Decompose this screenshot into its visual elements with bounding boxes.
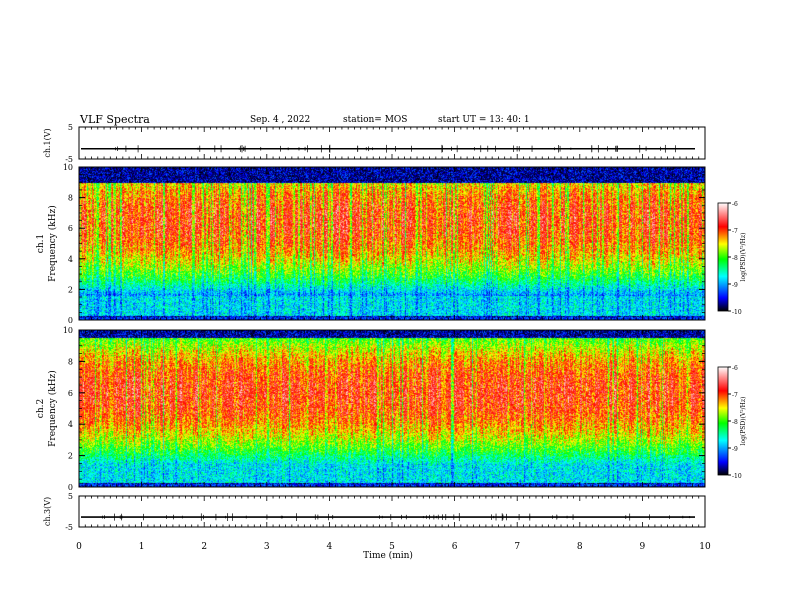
date-label: Sep. 4 , 2022: [250, 115, 311, 125]
colorbar-label-2: log(PSD)(V²/Hz): [740, 397, 747, 446]
y-tick-label: 10: [63, 163, 73, 172]
x-tick-label: 6: [452, 542, 458, 552]
y-axis-label-3: ch.3(V): [43, 497, 52, 526]
x-tick-label: 2: [201, 542, 207, 552]
y-tick-label: 6: [68, 224, 73, 233]
y-tick-label: 10: [63, 326, 73, 335]
spectrogram-image-2: [79, 330, 705, 487]
y-axis-label-1: Frequency (kHz): [47, 205, 58, 282]
colorbar-tick-label: -8: [732, 255, 738, 262]
y-tick-label: -5: [65, 523, 73, 532]
y-tick-label: 4: [68, 255, 73, 264]
start-ut-label: start UT = 13: 40: 1: [438, 115, 530, 125]
y-tick-label: 0: [68, 483, 73, 492]
x-tick-label: 8: [577, 542, 583, 552]
y-tick-label: 8: [68, 194, 73, 203]
colorbar-tick-label: -6: [732, 201, 738, 208]
y-tick-label: 2: [68, 285, 73, 294]
y-axis-label-0: ch.1(V): [43, 128, 52, 157]
x-tick-label: 3: [264, 542, 270, 552]
y-tick-label: 4: [68, 420, 73, 429]
y-tick-label: -5: [65, 155, 73, 164]
colorbar-tick-label: -7: [732, 392, 738, 399]
x-tick-label: 5: [389, 542, 395, 552]
y-tick-label: 2: [68, 452, 73, 461]
figure-title: VLF Spectra: [80, 113, 150, 126]
y-tick-label: 8: [68, 357, 73, 366]
x-tick-label: 10: [699, 542, 711, 552]
x-tick-label: 0: [76, 542, 82, 552]
colorbar-tick-label: -6: [732, 365, 738, 372]
y-tick-label: 5: [68, 492, 73, 501]
x-tick-label: 4: [327, 542, 333, 552]
channel-label-2: ch.2: [36, 399, 46, 418]
y-tick-label: 6: [68, 389, 73, 398]
y-tick-label: 5: [68, 123, 73, 132]
x-axis-label: Time (min): [363, 550, 413, 561]
y-axis-label-2: Frequency (kHz): [47, 370, 58, 447]
y-tick-label: 0: [68, 316, 73, 325]
spectrogram-image-1: [79, 167, 705, 320]
colorbar-tick-label: -10: [732, 309, 742, 316]
colorbar-tick-label: -8: [732, 419, 738, 426]
colorbar-tick-label: -7: [732, 228, 738, 235]
colorbar-label-1: log(PSD)(V²/Hz): [740, 233, 747, 282]
x-tick-label: 9: [640, 542, 646, 552]
colorbar-tick-label: -10: [732, 473, 742, 480]
x-tick-label: 1: [139, 542, 145, 552]
channel-label-1: ch.1: [36, 234, 46, 253]
colorbar-tick-label: -9: [732, 446, 738, 453]
station-label: station= MOS: [343, 115, 408, 125]
colorbar-1: [717, 202, 729, 312]
colorbar-2: [717, 366, 729, 476]
x-tick-label: 7: [514, 542, 520, 552]
colorbar-tick-label: -9: [732, 282, 738, 289]
